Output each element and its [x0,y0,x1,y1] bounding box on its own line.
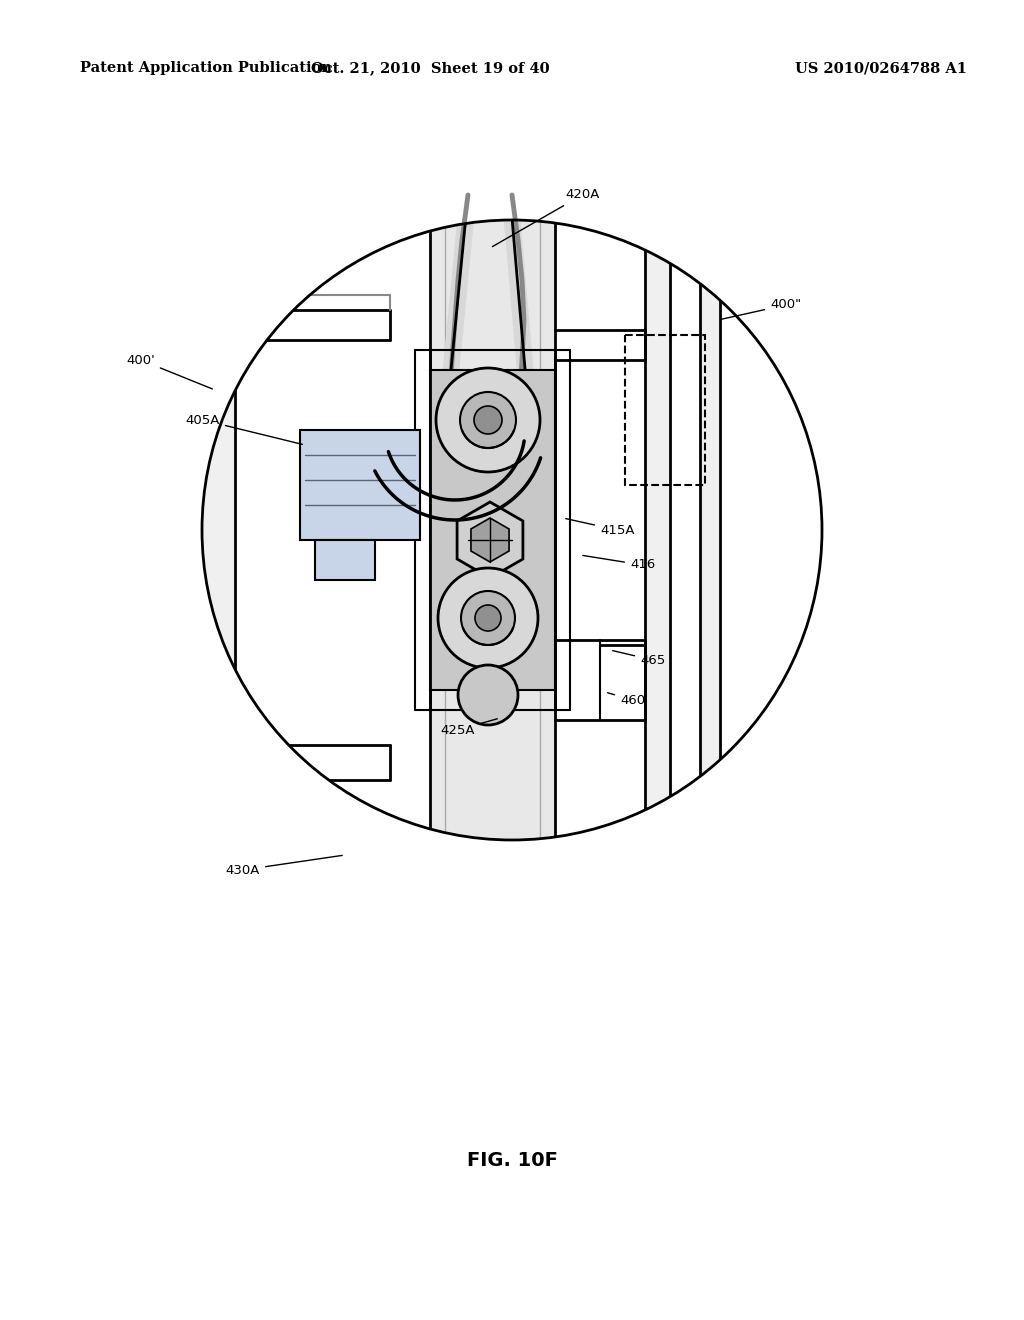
Text: FIG. 10F: FIG. 10F [467,1151,557,1170]
Bar [625,335,705,484]
Circle shape [460,392,516,447]
Text: 405A: 405A [185,413,302,445]
Bar [700,201,720,950]
Bar [430,370,555,690]
Circle shape [458,665,518,725]
Text: 420A: 420A [493,189,599,247]
Bar [300,430,420,540]
Text: 400': 400' [126,354,212,389]
Circle shape [461,591,515,645]
Text: 425A: 425A [440,719,498,737]
Text: 430A: 430A [225,855,342,876]
Text: 460: 460 [607,693,645,706]
Text: 465: 465 [612,651,666,667]
Bar [200,201,234,950]
Text: 416: 416 [583,556,655,572]
Polygon shape [471,517,509,562]
Text: Patent Application Publication: Patent Application Publication [80,61,332,75]
Bar [645,201,670,950]
Polygon shape [457,502,523,578]
Text: 415A: 415A [565,519,635,536]
Text: 400": 400" [721,298,801,319]
Bar [430,195,555,950]
Bar [315,540,375,579]
Circle shape [475,605,501,631]
Circle shape [438,568,538,668]
Circle shape [474,407,502,434]
Circle shape [436,368,540,473]
Text: US 2010/0264788 A1: US 2010/0264788 A1 [795,61,967,75]
Text: Oct. 21, 2010  Sheet 19 of 40: Oct. 21, 2010 Sheet 19 of 40 [310,61,549,75]
